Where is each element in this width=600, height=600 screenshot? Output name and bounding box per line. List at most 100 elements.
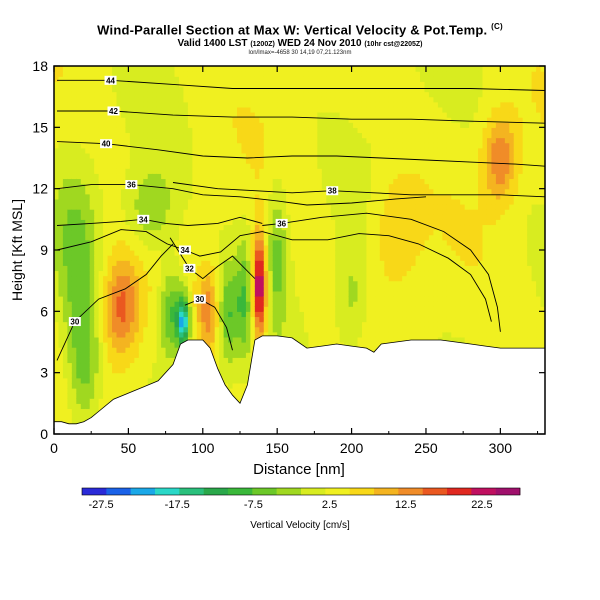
w-field-cell <box>228 117 234 123</box>
w-field-cell <box>170 198 176 205</box>
w-field-cell <box>330 168 336 174</box>
w-field-cell <box>152 112 158 118</box>
w-field-cell <box>317 239 323 246</box>
w-field-cell <box>241 229 247 236</box>
w-field-cell <box>214 265 220 272</box>
w-field-cell <box>223 275 229 282</box>
w-field-cell <box>62 362 68 369</box>
w-field-cell <box>134 336 140 343</box>
w-field-cell <box>335 86 341 93</box>
w-field-cell <box>80 265 86 272</box>
w-field-cell <box>116 372 122 379</box>
w-field-cell <box>241 255 247 261</box>
w-field-cell <box>335 336 341 343</box>
w-field-cell <box>152 260 158 266</box>
w-field-cell <box>201 239 207 246</box>
w-field-cell <box>219 321 225 328</box>
w-field-cell <box>156 367 162 374</box>
w-field-cell <box>98 372 104 379</box>
w-field-cell <box>129 234 135 241</box>
w-field-cell <box>125 132 131 139</box>
w-field-cell <box>268 214 274 220</box>
w-field-cell <box>71 127 77 134</box>
w-field-cell <box>196 193 202 200</box>
w-field-cell <box>263 168 269 174</box>
w-field-cell <box>250 188 256 195</box>
w-field-cell <box>263 101 269 108</box>
w-field-cell <box>54 377 60 384</box>
w-field-cell <box>147 66 153 72</box>
w-field-cell <box>286 168 292 174</box>
w-field-cell <box>147 234 153 241</box>
w-field-cell <box>67 91 73 98</box>
w-field-cell <box>170 255 176 261</box>
w-field-cell <box>94 158 100 164</box>
w-field-cell <box>232 112 238 118</box>
w-field-cell <box>272 214 278 220</box>
w-field-cell <box>330 209 336 215</box>
w-field-cell <box>210 188 216 195</box>
w-field-cell <box>237 352 243 358</box>
w-field-cell <box>152 152 158 159</box>
w-field-cell <box>134 193 140 200</box>
w-field-cell <box>268 219 274 226</box>
w-field-cell <box>321 112 327 118</box>
w-field-cell <box>107 265 113 272</box>
w-field-cell <box>281 112 287 118</box>
w-field-cell <box>120 270 127 277</box>
w-field-cell <box>54 347 60 353</box>
w-field-cell <box>138 382 144 389</box>
w-field-cell <box>237 178 243 185</box>
w-field-cell <box>250 76 256 82</box>
w-field-cell <box>196 224 202 231</box>
w-field-cell <box>268 183 274 190</box>
w-field-cell <box>237 229 243 236</box>
w-field-cell <box>232 183 238 190</box>
chart-subtitle: Valid 1400 LST (1200Z) WED 24 Nov 2010 (… <box>177 38 423 49</box>
w-field-cell <box>76 163 82 169</box>
w-field-cell <box>263 122 269 128</box>
w-field-cell <box>330 275 336 282</box>
w-field-cell <box>223 372 229 379</box>
w-field-cell <box>268 290 274 297</box>
w-field-cell <box>76 398 82 404</box>
w-field-cell <box>183 132 189 139</box>
w-field-cell <box>129 342 135 348</box>
w-field-cell <box>348 76 354 82</box>
w-field-cell <box>116 357 122 364</box>
w-field-cell <box>94 377 100 384</box>
w-field-cell <box>339 163 345 169</box>
w-field-cell <box>54 301 60 307</box>
w-field-cell <box>299 127 305 134</box>
w-field-cell <box>245 224 251 231</box>
w-field-cell <box>192 229 198 236</box>
w-field-cell <box>94 173 100 180</box>
w-field-cell <box>205 112 211 118</box>
w-field-cell <box>174 76 180 82</box>
w-field-cell <box>223 71 229 77</box>
w-field-cell <box>241 367 247 374</box>
w-field-cell <box>308 106 314 113</box>
w-field-cell <box>161 234 167 241</box>
w-field-cell <box>326 147 332 154</box>
w-field-cell <box>174 188 180 195</box>
w-field-cell <box>58 393 64 399</box>
w-field-cell <box>196 275 202 282</box>
w-field-cell <box>147 173 153 180</box>
w-field-cell <box>201 255 207 261</box>
w-field-cell <box>228 158 234 164</box>
w-field-cell <box>156 347 162 353</box>
w-field-cell <box>147 101 153 108</box>
w-field-cell <box>303 117 310 123</box>
w-field-cell <box>330 91 336 98</box>
w-field-cell <box>205 275 211 282</box>
w-field-cell <box>143 209 149 215</box>
w-field-cell <box>143 250 149 256</box>
w-field-cell <box>321 198 327 205</box>
w-field-cell <box>277 147 283 154</box>
w-field-cell <box>353 76 359 82</box>
w-field-cell <box>245 173 251 180</box>
w-field-cell <box>143 311 149 318</box>
w-field-cell <box>107 71 113 77</box>
w-field-cell <box>295 326 301 333</box>
